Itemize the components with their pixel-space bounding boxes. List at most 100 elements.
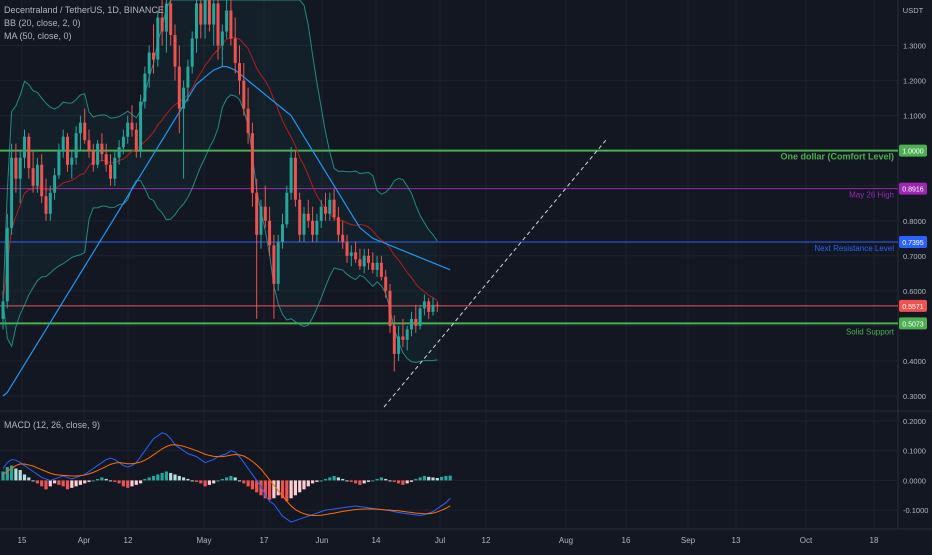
candle	[104, 143, 108, 172]
candle-body	[130, 122, 134, 130]
time-tick-label: 12	[124, 536, 133, 545]
candle-body	[61, 136, 65, 151]
macd-axis[interactable]: 0.2000 0.1000 0.0000 -0.1000	[903, 417, 928, 515]
macd-tick-label: 0.2000	[903, 417, 926, 426]
macd-histogram-bar	[126, 480, 130, 488]
trendline-dashed	[383, 139, 607, 408]
candle-body	[199, 3, 203, 25]
macd-histogram-bar	[388, 480, 392, 482]
macd-histogram-bar	[48, 480, 52, 487]
candle-body	[410, 318, 413, 330]
time-tick-label: Jul	[435, 536, 445, 545]
macd-histogram-bar	[96, 478, 100, 481]
candle	[268, 206, 272, 256]
candle-body	[177, 66, 181, 109]
candle-body	[27, 136, 31, 169]
candle	[57, 143, 61, 179]
candle-body	[272, 245, 276, 284]
candle	[70, 150, 74, 179]
candle	[276, 234, 280, 291]
macd-histogram-bar	[362, 480, 366, 484]
macd-histogram-bar	[194, 480, 199, 482]
macd-histogram-bar	[14, 468, 18, 481]
candle	[147, 45, 151, 88]
time-tick-label: May	[196, 536, 211, 545]
price-badge-text: 0.5073	[902, 321, 924, 328]
candle-body	[117, 147, 121, 158]
macd-histogram-bar	[302, 480, 306, 490]
candle-body	[246, 108, 250, 134]
candle-body	[169, 3, 173, 36]
candle	[229, 0, 233, 46]
candle-body	[53, 175, 57, 193]
macd-histogram-bar	[392, 480, 396, 482]
candle	[281, 213, 284, 249]
candle-body	[31, 168, 35, 186]
candle	[263, 185, 267, 228]
price-badge	[899, 144, 927, 157]
candle	[371, 252, 375, 274]
horizontal-levels	[0, 149, 898, 325]
candle	[18, 150, 22, 204]
macd-histogram-bar	[216, 480, 220, 482]
macd-histogram-bar	[207, 480, 211, 485]
candle-body	[362, 255, 366, 267]
candle	[311, 206, 315, 242]
candle-body	[388, 290, 392, 326]
candle	[100, 133, 104, 162]
signal-line	[2, 444, 451, 517]
candle	[195, 0, 198, 53]
legend-bollinger[interactable]: BB (20, close, 2, 0)	[4, 18, 81, 28]
macd-pane	[1, 432, 452, 523]
macd-histogram-bar	[156, 474, 160, 481]
candle	[40, 154, 44, 204]
macd-histogram-bar	[10, 465, 14, 481]
candle-body	[66, 136, 69, 165]
legend-ma[interactable]: MA (50, close, 0)	[4, 31, 72, 41]
macd-histogram-bar	[121, 480, 125, 487]
candle	[255, 178, 259, 319]
candle	[431, 297, 435, 316]
macd-histogram-bar	[40, 480, 44, 487]
candle-body	[431, 304, 435, 312]
macd-histogram-bar	[384, 478, 388, 481]
legend-symbol[interactable]: Decentraland / TetherUS, 1D, BINANCE	[4, 5, 164, 15]
candle	[212, 0, 216, 46]
candle-body	[427, 301, 431, 312]
price-tick-label: 0.6000	[903, 287, 926, 296]
legend-macd[interactable]: MACD (12, 26, close, 9)	[4, 420, 101, 430]
time-axis[interactable]: 15 Apr 12 May 17 Jun 14 Jul 12 Aug 16 Sep 13 Oct 18	[18, 536, 879, 545]
candle-body	[18, 157, 22, 179]
candle	[410, 311, 413, 337]
candle-body	[349, 252, 353, 256]
macd-histogram-bar	[306, 480, 310, 487]
candle-body	[392, 325, 396, 354]
candle	[173, 24, 177, 81]
time-tick-label: 17	[260, 536, 269, 545]
macd-histogram-bar	[139, 480, 143, 484]
candle-body	[332, 199, 336, 218]
candle	[384, 269, 388, 298]
macd-histogram-bar	[78, 480, 82, 485]
candle-body	[190, 38, 194, 67]
candle	[324, 192, 327, 221]
candle-body	[336, 217, 340, 235]
macd-histogram-bar	[151, 475, 156, 481]
macd-histogram-bar	[397, 480, 401, 484]
macd-histogram-bar	[341, 478, 345, 481]
candle-body	[109, 164, 112, 179]
time-tick-label: Sep	[681, 536, 696, 545]
price-axis[interactable]: USDT 1.3000 1.2000 1.1000 0.8000 0.7000 0.6000…	[903, 6, 926, 401]
candle	[388, 283, 392, 333]
candle	[31, 150, 35, 193]
macd-histogram-bar	[164, 471, 168, 481]
time-tick-label: Jun	[316, 536, 329, 545]
candle	[152, 24, 155, 74]
level-labels: One dollar (Comfort Level) 1.0000 May 26 H…	[780, 144, 927, 336]
candle	[134, 122, 138, 158]
candle	[341, 220, 345, 249]
macd-histogram-bar	[229, 475, 233, 481]
candle	[203, 0, 207, 39]
bollinger-fill	[3, 0, 438, 363]
